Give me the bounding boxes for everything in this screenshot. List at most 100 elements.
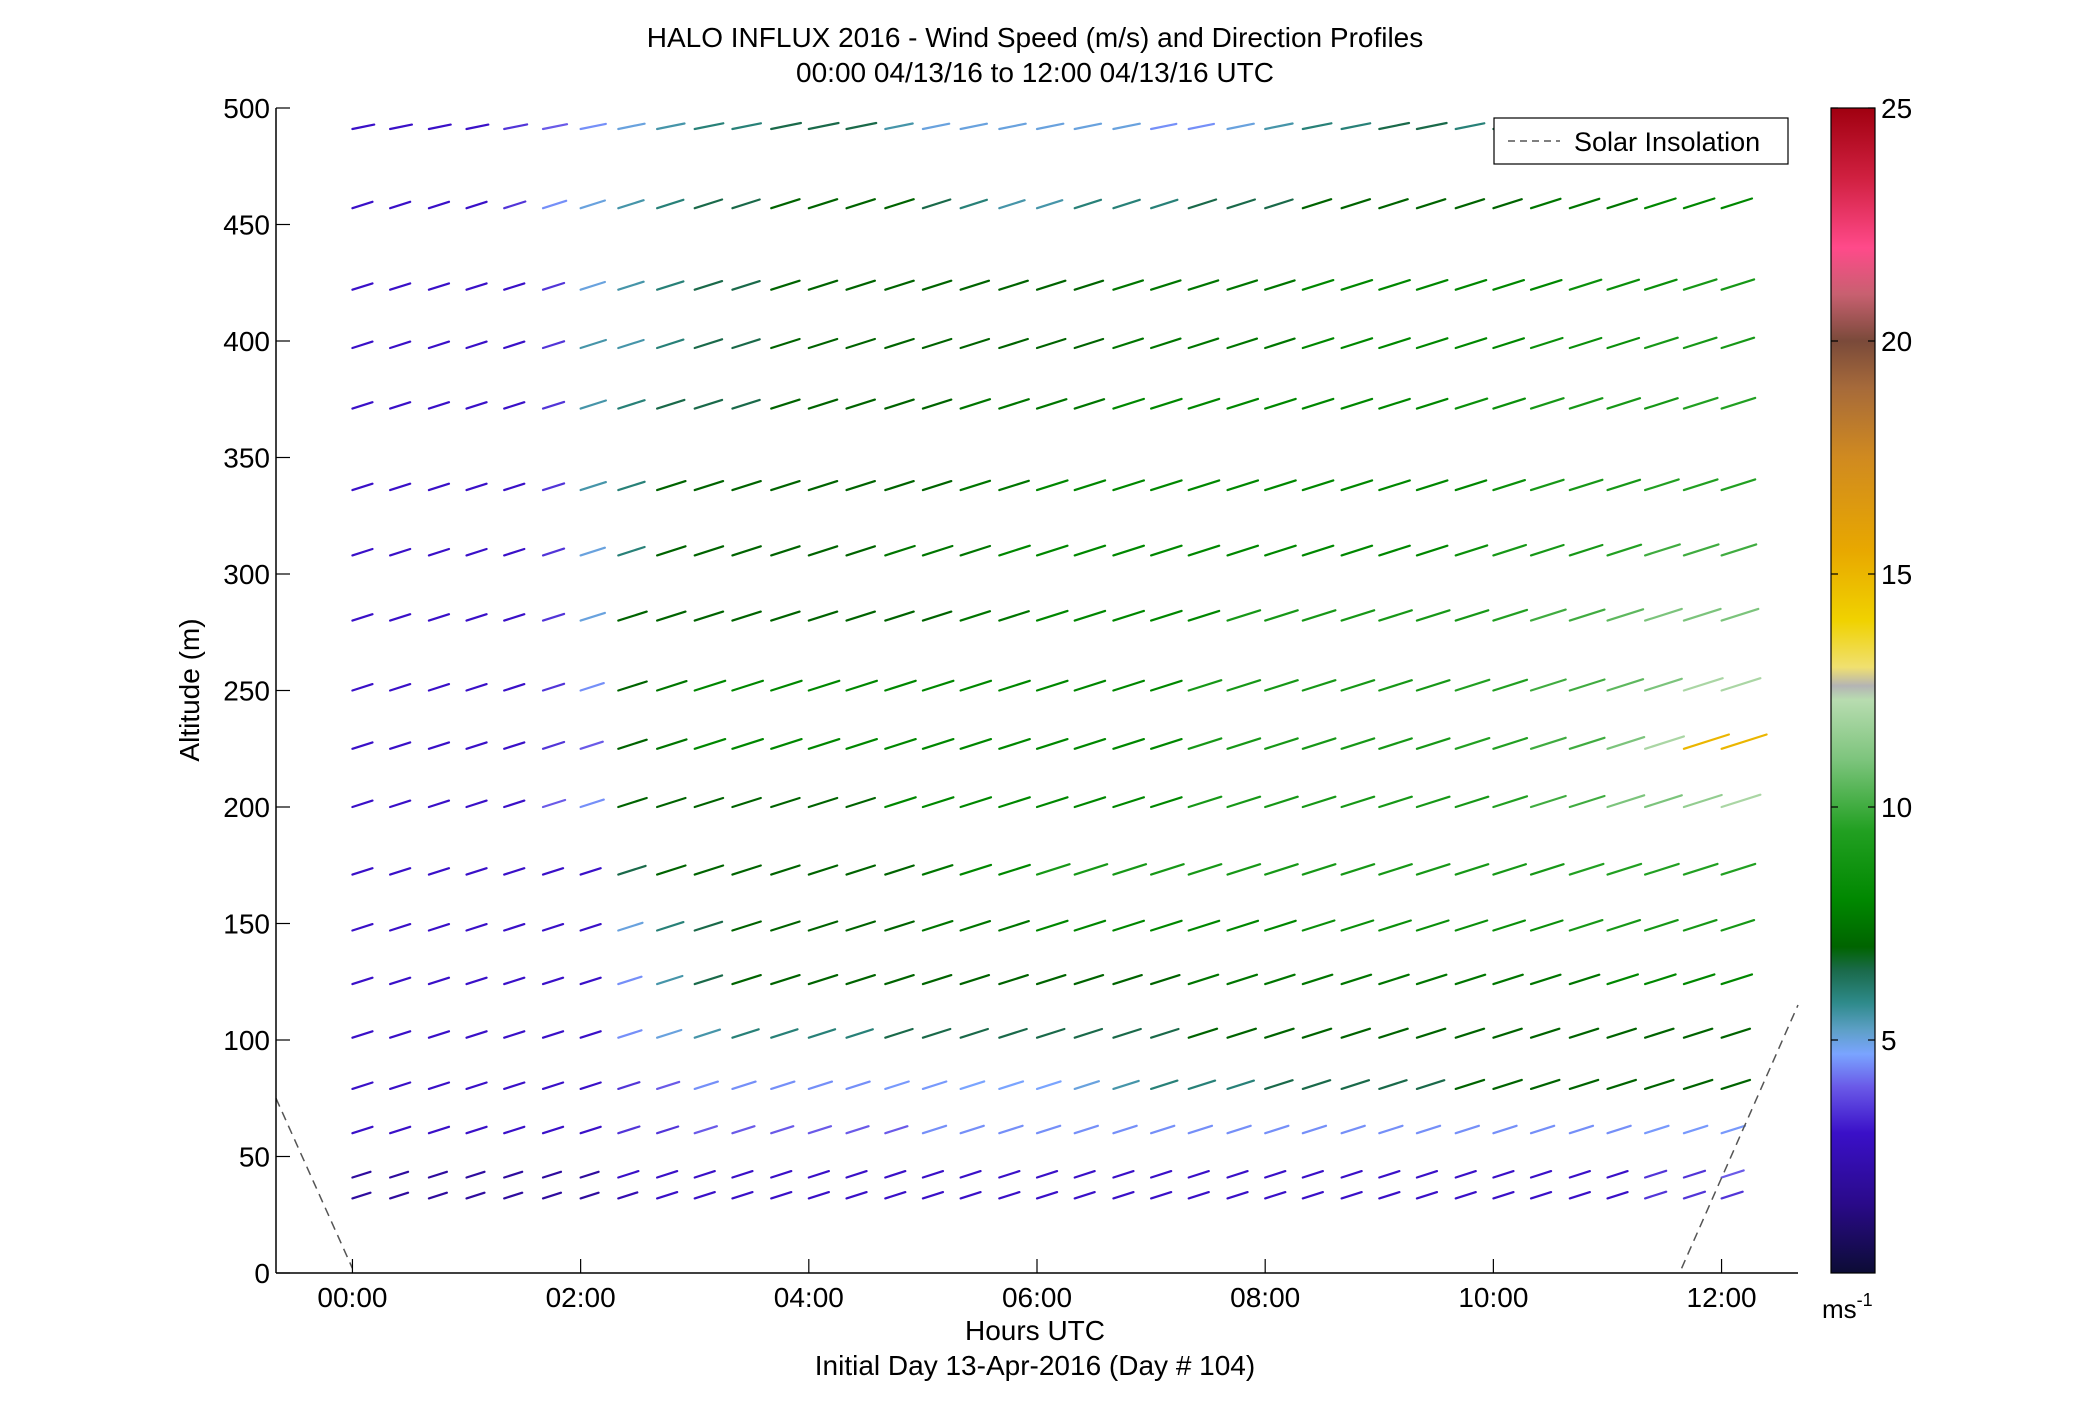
wind-arrow: [1529, 336, 1564, 350]
wind-arrow: [731, 737, 765, 750]
wind-arrow: [541, 922, 565, 932]
wind-arrow: [427, 1125, 451, 1135]
wind-arrow: [1226, 279, 1259, 291]
wind-arrow: [1073, 544, 1107, 557]
wind-arrow: [770, 920, 801, 932]
wind-arrow: [1492, 337, 1526, 350]
wind-arrow: [1454, 1027, 1486, 1039]
wind-arrow: [465, 682, 488, 692]
wind-arrow: [1492, 397, 1527, 410]
wind-arrow: [465, 613, 488, 622]
wind-arrow: [1454, 1078, 1486, 1091]
colorbar-tick-label: 25: [1881, 93, 1912, 124]
wind-arrow: [1112, 863, 1148, 876]
wind-arrow: [465, 401, 488, 410]
wind-arrow: [1073, 479, 1107, 492]
wind-arrow: [351, 482, 374, 492]
wind-arrow: [1340, 863, 1376, 876]
wind-arrow: [1568, 1078, 1600, 1091]
wind-arrow: [1720, 793, 1762, 809]
wind-arrow: [1606, 1124, 1632, 1135]
wind-arrow: [1264, 337, 1296, 350]
wind-arrow: [1301, 122, 1333, 131]
wind-arrow: [655, 974, 684, 986]
wind-arrow: [693, 974, 724, 986]
wind-arrow: [1415, 919, 1450, 932]
wind-arrow: [731, 1028, 760, 1039]
wind-arrow: [1149, 737, 1183, 750]
wind-arrow: [807, 1169, 831, 1179]
wind-arrow: [884, 480, 915, 492]
wind-arrow: [541, 400, 566, 410]
wind-arrow: [1415, 1079, 1446, 1091]
wind-arrow: [1301, 863, 1337, 876]
wind-arrow: [655, 1125, 680, 1135]
y-tick-label: 0: [254, 1258, 270, 1289]
wind-arrow: [998, 973, 1029, 986]
wind-arrow: [1301, 279, 1335, 291]
wind-arrow: [427, 1030, 451, 1039]
wind-arrow: [465, 547, 488, 557]
wind-arrow: [503, 200, 527, 210]
wind-arrow: [617, 1125, 641, 1135]
wind-arrow: [884, 544, 916, 557]
wind-arrow: [579, 976, 602, 986]
wind-arrow: [1606, 794, 1646, 809]
wind-arrow: [1378, 544, 1411, 557]
wind-arrow: [1643, 478, 1680, 492]
wind-arrow: [1492, 678, 1529, 692]
wind-arrow: [1378, 198, 1409, 210]
wind-arrow: [1682, 1190, 1707, 1200]
wind-arrow: [1378, 1190, 1401, 1200]
wind-arrow: [1568, 862, 1605, 876]
wind-arrow: [1454, 479, 1488, 492]
wind-arrow: [1073, 679, 1107, 692]
wind-arrow: [1529, 197, 1562, 210]
wind-arrow: [503, 867, 526, 876]
solar-insolation-segment: [275, 1097, 354, 1269]
solar-insolation-curve: [275, 1004, 1799, 1269]
wind-arrow: [770, 1080, 796, 1091]
wind-arrow: [770, 279, 801, 291]
wind-arrow: [1378, 1079, 1408, 1091]
wind-arrow: [731, 1125, 756, 1135]
wind-arrow: [1529, 478, 1565, 492]
wind-arrow: [617, 610, 648, 622]
wind-arrow: [1682, 1078, 1714, 1091]
wind-arrow: [959, 1169, 982, 1179]
wind-arrow: [1682, 543, 1720, 557]
wind-arrow: [1264, 397, 1297, 410]
wind-arrow: [617, 199, 645, 210]
wind-arrow: [1226, 919, 1260, 932]
wind-arrow: [845, 737, 879, 750]
wind-arrow: [884, 198, 915, 210]
wind-arrow: [1187, 337, 1220, 350]
wind-arrow: [693, 280, 724, 291]
wind-arrow: [1035, 1124, 1062, 1135]
x-tick-label: 06:00: [1002, 1282, 1072, 1313]
wind-arrow: [1264, 919, 1297, 932]
wind-arrow: [503, 123, 529, 131]
wind-arrow: [770, 121, 803, 131]
wind-arrow: [1529, 397, 1565, 410]
wind-arrow: [959, 198, 989, 210]
wind-arrow: [731, 920, 762, 932]
wind-arrow: [427, 340, 451, 350]
wind-arrow: [845, 610, 877, 622]
wind-arrow: [998, 337, 1029, 350]
wind-arrow: [1529, 973, 1562, 986]
wind-arrow: [1187, 479, 1221, 492]
wind-arrow: [1720, 1169, 1745, 1179]
wind-arrow: [1340, 544, 1374, 557]
wind-arrow: [1492, 1124, 1518, 1135]
wind-arrow: [1454, 678, 1491, 692]
wind-arrow: [503, 1030, 526, 1039]
wind-arrow: [959, 863, 993, 876]
colorbar-ticks: 5 10 15 20 25: [1831, 93, 1912, 1056]
wind-arrow: [1378, 919, 1412, 932]
wind-arrow: [617, 399, 646, 410]
wind-arrow: [1720, 1027, 1752, 1039]
wind-arrow: [427, 1081, 451, 1091]
wind-arrow: [1073, 1080, 1101, 1091]
wind-arrow: [1073, 1124, 1100, 1135]
